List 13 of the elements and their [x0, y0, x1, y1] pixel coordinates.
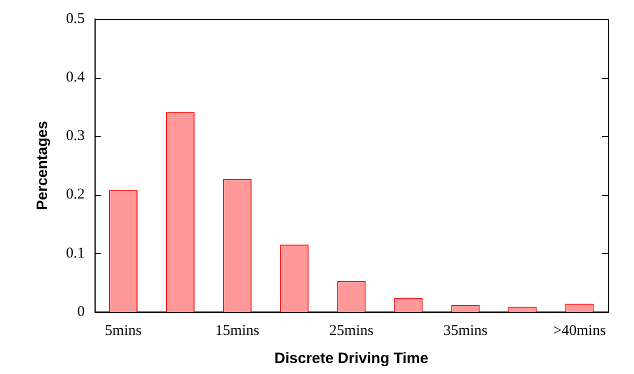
y-tick-label: 0.1	[66, 245, 85, 262]
x-tick-label: 5mins	[104, 322, 142, 339]
y-tick-label: 0.3	[66, 128, 85, 144]
y-axis-title: Percentages	[34, 120, 52, 210]
x-tick-label: 15mins	[215, 322, 260, 339]
x-tick-label: >40mins	[553, 322, 606, 339]
y-tick-label: 0.2	[66, 186, 85, 203]
y-tick-label: 0	[77, 304, 85, 320]
x-tick-label: 35mins	[443, 322, 488, 339]
x-tick-label: 25mins	[329, 322, 374, 339]
y-tick-label: 0.5	[66, 10, 85, 27]
x-axis-title: Discrete Driving Time	[274, 350, 428, 368]
y-tick-label: 0.4	[66, 70, 86, 86]
